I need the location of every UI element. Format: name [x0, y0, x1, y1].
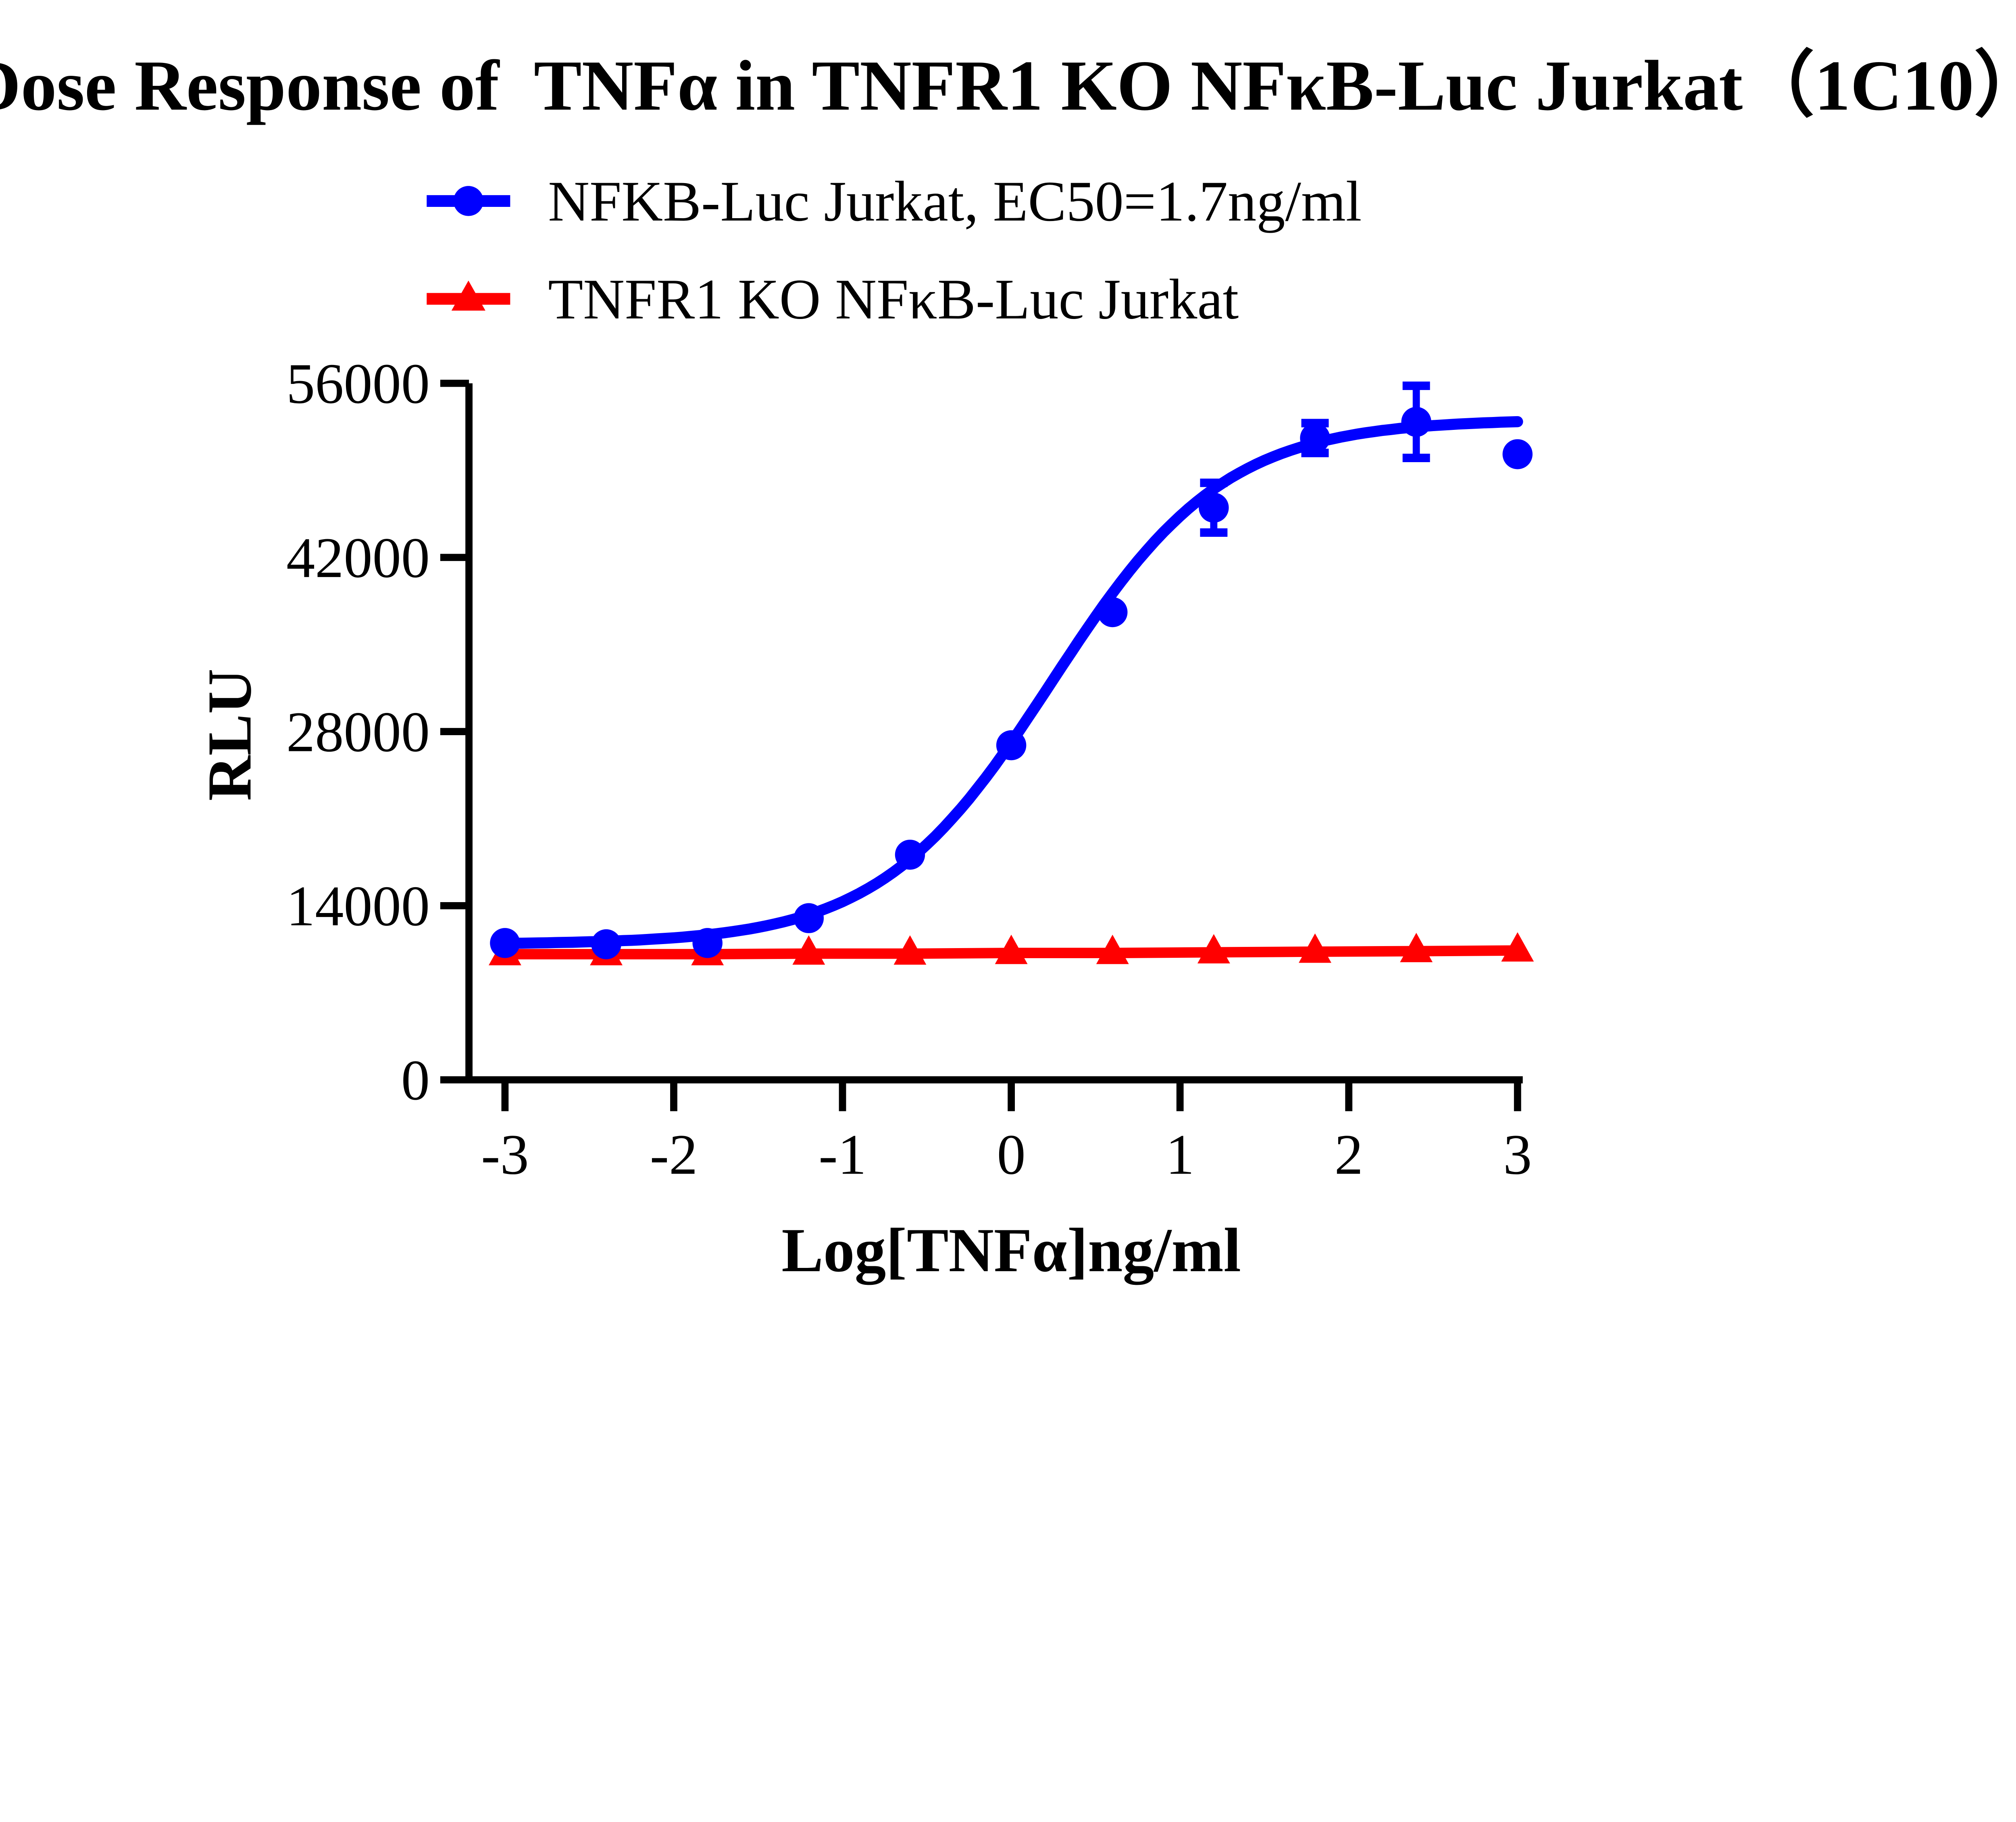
red-triangle-marker: [995, 934, 1028, 964]
y-tick-label: 28000: [286, 700, 430, 764]
chart-title: Dose Response of TNFα in TNFR1 KO NFκB-L…: [0, 46, 2016, 125]
blue-circle-marker: [591, 929, 621, 959]
blue-circle-marker: [1502, 439, 1533, 469]
x-tick-label: -3: [481, 1123, 529, 1186]
red-triangle-marker: [1197, 934, 1230, 964]
red-triangle-marker: [792, 935, 825, 965]
y-tick-label: 42000: [286, 526, 430, 590]
y-tick-label: 14000: [286, 874, 430, 938]
legend-triangle-marker-icon: [451, 280, 485, 311]
blue-circle-marker: [895, 840, 925, 870]
red-triangle-marker: [1299, 933, 1331, 963]
legend: NFKB-Luc Jurkat, EC50=1.7ng/ml TNFR1 KO …: [427, 169, 1362, 331]
blue-circle-marker: [1098, 597, 1128, 627]
blue-fit-curve: [499, 416, 1523, 949]
x-tick-label: 1: [1166, 1123, 1194, 1186]
y-tick-label: 0: [401, 1048, 430, 1112]
blue-circle-marker: [692, 928, 723, 958]
blue-circle-marker: [490, 928, 520, 958]
legend-label-nfkb: NFKB-Luc Jurkat, EC50=1.7ng/ml: [548, 169, 1362, 233]
red-triangle-marker: [893, 935, 927, 965]
x-tick-label: 3: [1503, 1123, 1532, 1186]
x-tick-label: -2: [650, 1123, 698, 1186]
x-tick-label: 2: [1335, 1123, 1363, 1186]
y-axis-title: RLU: [195, 669, 264, 801]
legend-item-nfkb-luc-jurkat: NFKB-Luc Jurkat, EC50=1.7ng/ml: [427, 169, 1362, 233]
chart-container: Dose Response of TNFα in TNFR1 KO NFκB-L…: [0, 45, 2016, 1285]
legend-label-tnfr1ko: TNFR1 KO NFκB-Luc Jurkat: [548, 267, 1239, 331]
red-triangle-marker: [1096, 934, 1129, 964]
blue-circle-marker: [996, 730, 1027, 761]
page: { "page": { "background_color": "#FFFFFF…: [0, 45, 2016, 1285]
legend-item-tnfr1-ko: TNFR1 KO NFκB-Luc Jurkat: [427, 267, 1239, 331]
y-tick-label: 56000: [286, 352, 430, 415]
blue-circle-marker: [1401, 407, 1431, 437]
blue-circle-marker: [793, 903, 824, 933]
blue-circle-marker: [1300, 423, 1330, 453]
x-tick-label: -1: [818, 1123, 866, 1186]
x-tick-label: 0: [997, 1123, 1025, 1186]
legend-circle-marker-icon: [453, 186, 484, 216]
plot-area: -3 -2 -1 0 1 2 3 0 14000 28000 42000 56000: [286, 352, 1534, 1186]
red-triangle-marker: [1501, 932, 1534, 962]
x-axis-title: Log[TNFα]ng/ml: [781, 1215, 1241, 1285]
red-triangle-marker: [1400, 933, 1433, 962]
dose-response-chart: Dose Response of TNFα in TNFR1 KO NFκB-L…: [0, 45, 2016, 1285]
blue-circle-marker: [1199, 492, 1229, 523]
